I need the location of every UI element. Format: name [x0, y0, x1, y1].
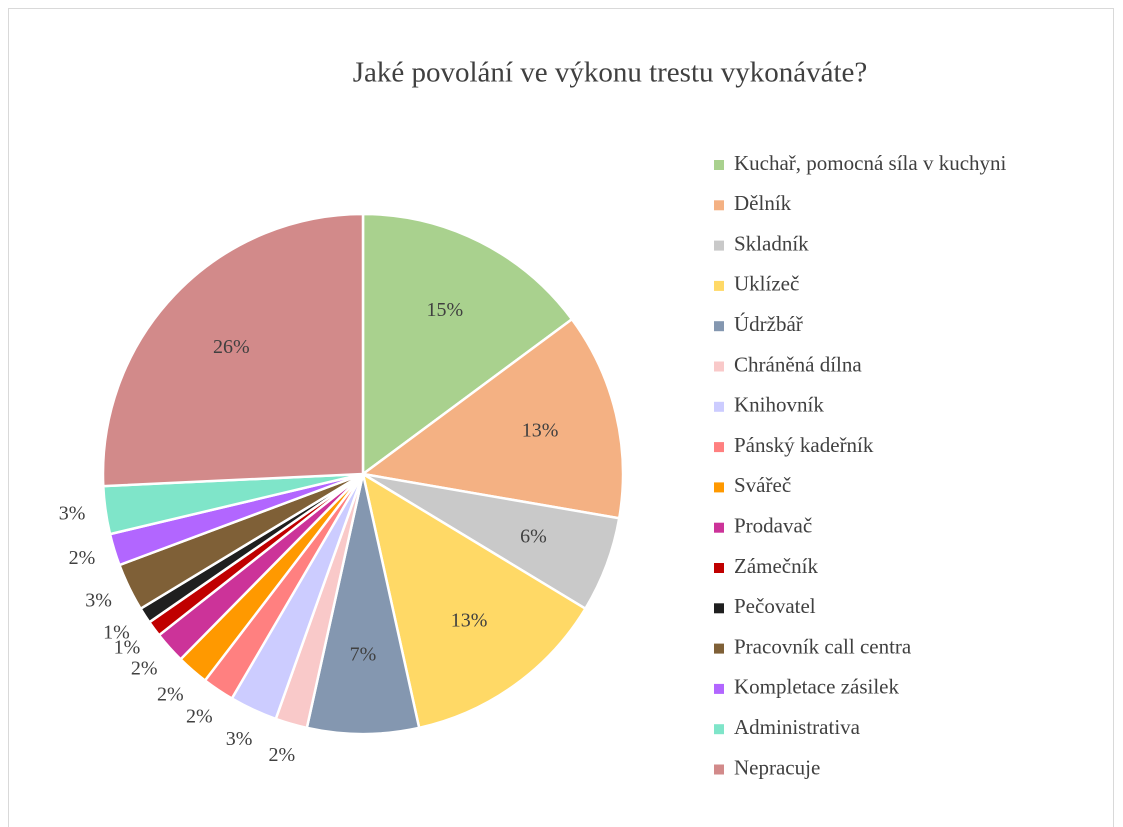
- legend-marker: [714, 200, 724, 211]
- legend-marker: [714, 321, 724, 332]
- legend-label: Knihovník: [734, 393, 824, 417]
- legend-label: Skladník: [734, 231, 809, 255]
- legend-label: Dělník: [734, 191, 792, 215]
- legend-label: Chráněná dílna: [734, 352, 862, 376]
- pie-slice: [361, 212, 574, 477]
- legend-label: Kuchař, pomocná síla v kuchyni: [734, 151, 1007, 175]
- data-label: 13%: [451, 609, 488, 631]
- legend-marker: [714, 683, 724, 694]
- data-label: 3%: [59, 503, 86, 525]
- legend-label: Pracovník call centra: [734, 634, 912, 658]
- data-label: 2%: [131, 658, 158, 680]
- data-label: 13%: [522, 420, 559, 442]
- data-label: 26%: [213, 336, 250, 358]
- data-label: 15%: [427, 299, 464, 321]
- legend-label: Údržbář: [734, 312, 803, 336]
- legend-label: Uklízeč: [734, 272, 799, 296]
- data-label: 2%: [69, 547, 96, 569]
- legend-marker: [714, 563, 724, 573]
- legend-marker: [714, 160, 724, 170]
- data-label: 2%: [268, 744, 295, 766]
- pie-slice: [361, 471, 588, 730]
- legend-marker: [714, 280, 724, 291]
- data-label: 2%: [157, 683, 184, 705]
- pie-slice: [101, 212, 365, 488]
- data-label: 3%: [226, 728, 253, 750]
- data-label: 1%: [114, 636, 141, 658]
- legend-label: Pánský kadeřník: [734, 433, 874, 457]
- legend-marker: [714, 482, 724, 493]
- data-label: 1%: [103, 621, 130, 643]
- legend-marker: [714, 442, 724, 453]
- legend-marker: [714, 764, 724, 775]
- legend-label: Svářeč: [734, 473, 791, 497]
- legend-marker: [714, 361, 724, 372]
- legend-marker: [714, 724, 724, 735]
- chart-border: [8, 8, 1114, 827]
- data-label: 2%: [186, 706, 213, 728]
- legend-label: Zámečník: [734, 554, 818, 578]
- legend-marker: [714, 522, 724, 533]
- chart-title: Jaké povolání ve výkonu trestu vykonávát…: [353, 57, 868, 89]
- legend-label: Pečovatel: [734, 594, 816, 618]
- legend-label: Kompletace zásilek: [734, 675, 900, 699]
- pie-slice: [305, 473, 421, 736]
- legend-marker: [714, 240, 724, 251]
- data-label: 3%: [85, 590, 112, 612]
- legend-label: Nepracuje: [734, 755, 820, 779]
- legend-marker: [714, 643, 724, 654]
- legend-marker: [714, 603, 724, 614]
- legend-label: Administrativa: [734, 715, 861, 739]
- data-label: 6%: [520, 525, 547, 547]
- legend-label: Prodavač: [734, 514, 812, 538]
- data-label: 7%: [350, 644, 377, 666]
- pie-slice: [359, 317, 625, 520]
- legend-marker: [714, 401, 724, 412]
